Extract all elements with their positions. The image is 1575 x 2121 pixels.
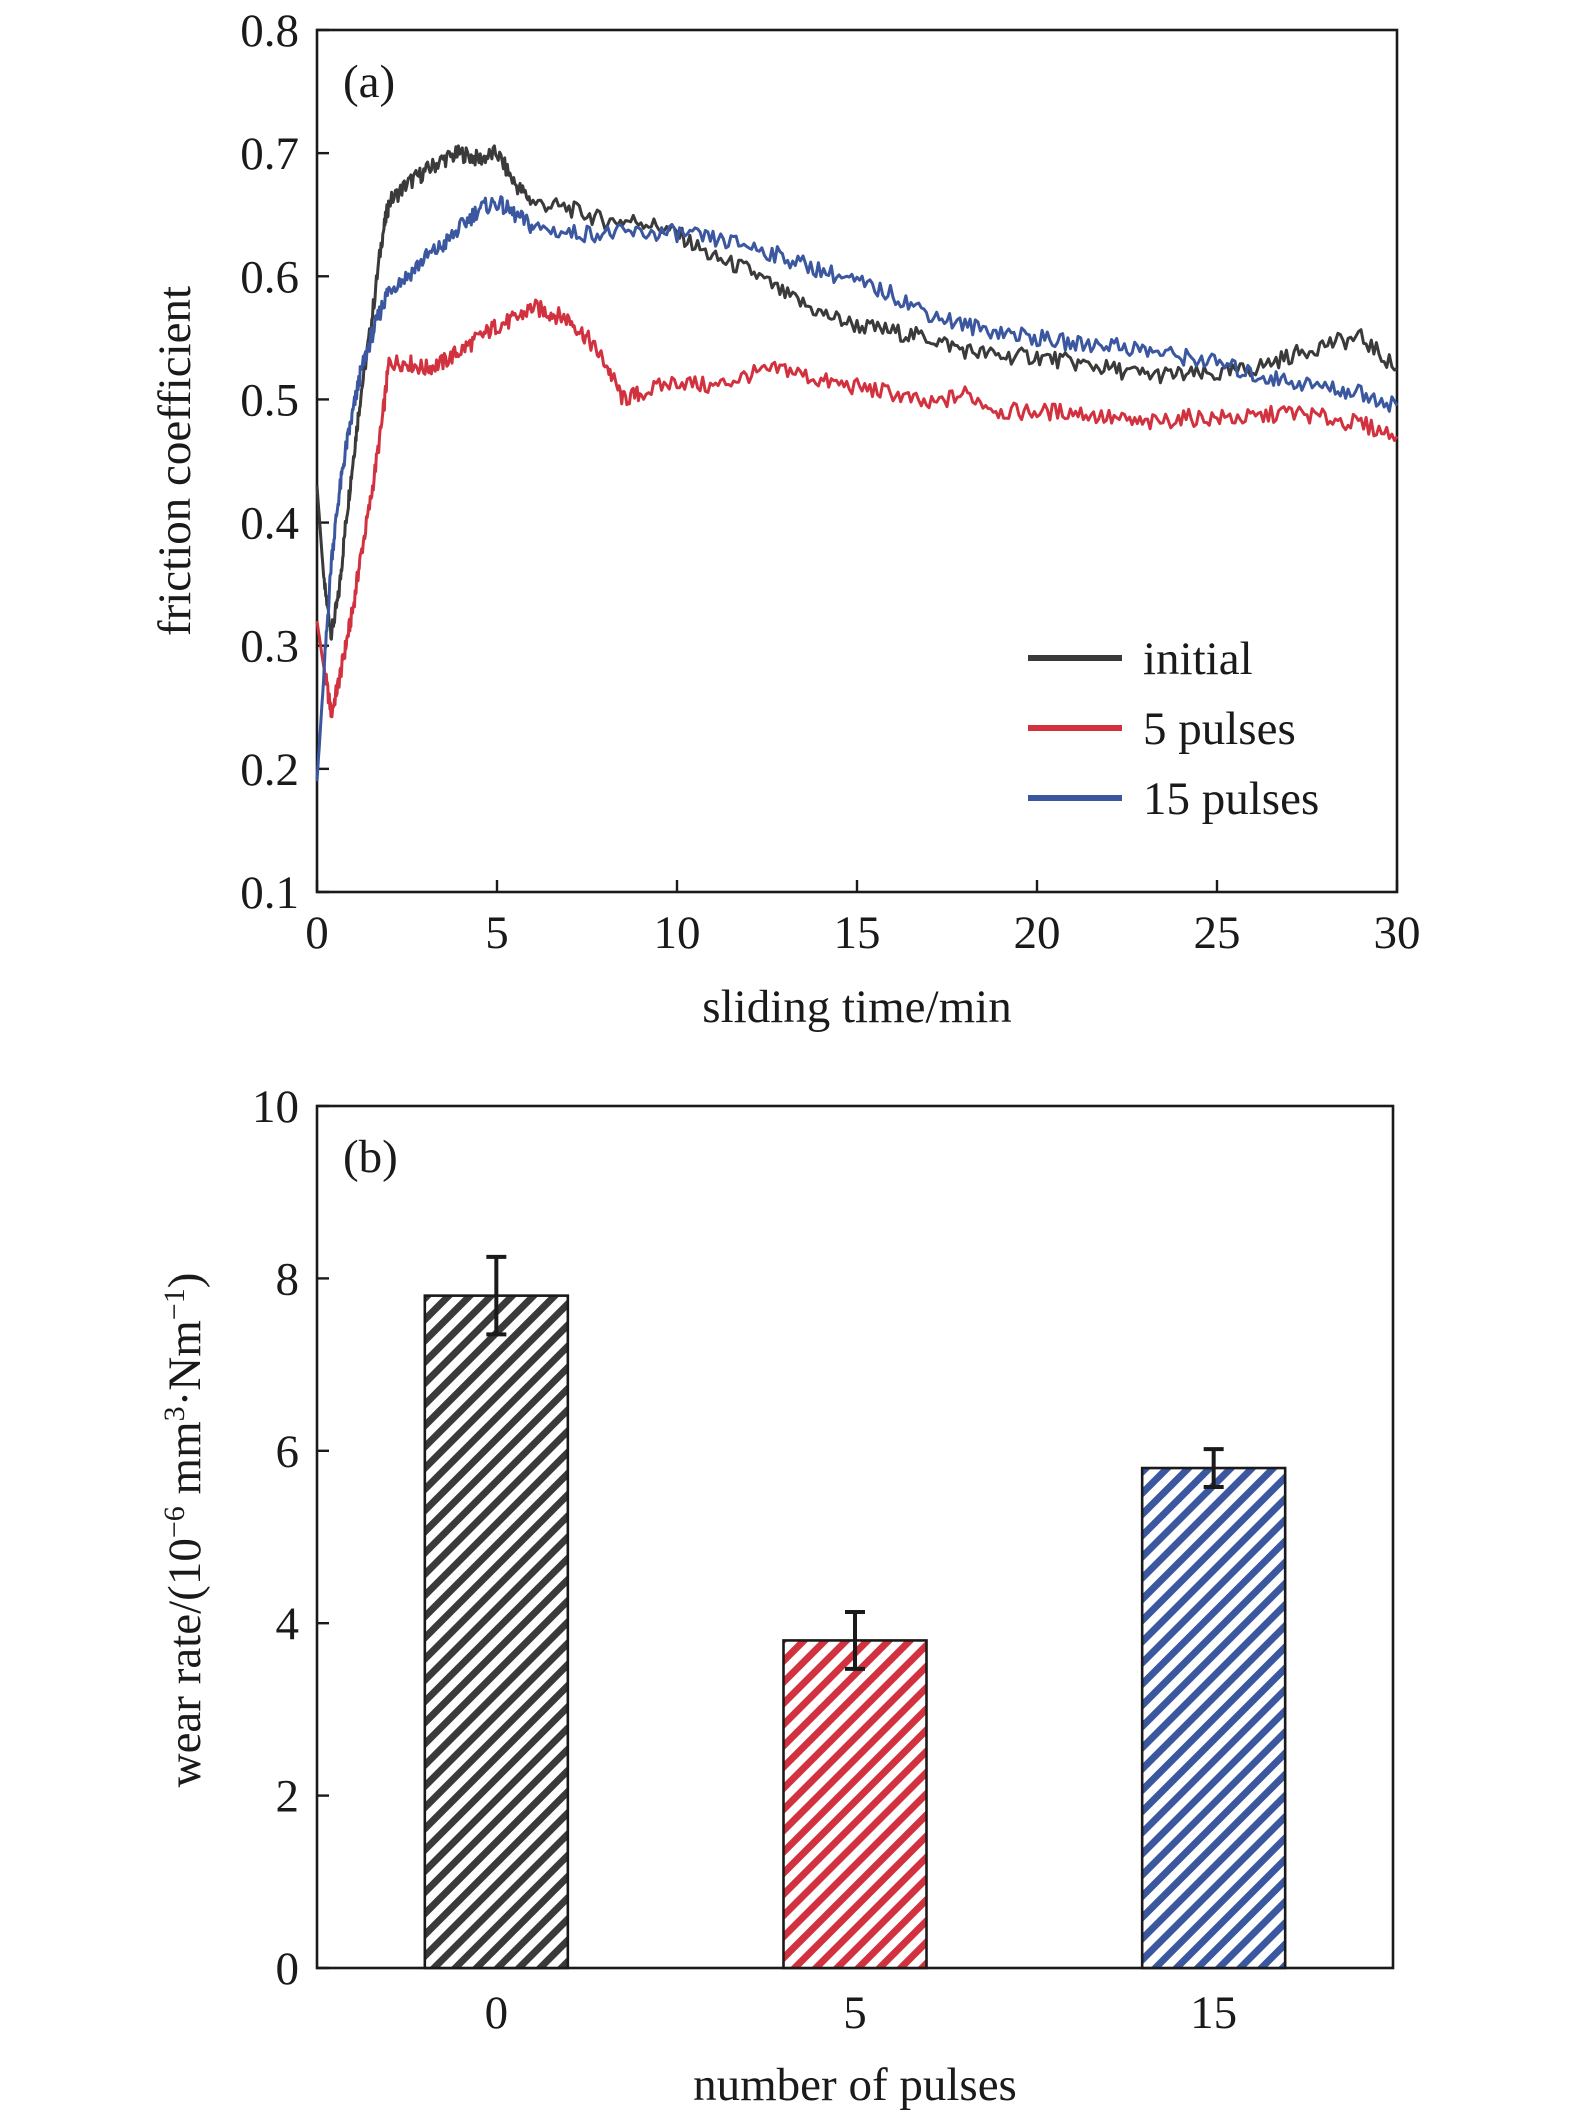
wear-x-tick-label: 0 [485, 1987, 509, 2039]
friction-y-tick-label: 0.8 [240, 5, 299, 57]
friction-axis-ticks: 0 5 10 15 20 25 30 0.1 0.2 0.3 0.4 0.5 0.6 0.7 0.8 [240, 5, 1420, 959]
series-line-5-pulses [315, 298, 1399, 719]
friction-y-tick-label: 0.7 [240, 128, 299, 180]
wear-y-tick-label: 2 [276, 1771, 300, 1823]
friction-x-tick-label: 30 [1374, 907, 1421, 959]
friction-x-tick-label: 20 [1014, 907, 1061, 959]
wear-y-tick-label: 6 [276, 1426, 300, 1478]
wear-y-title-exp1: −6 [158, 1506, 191, 1538]
wear-y-title-suffix: ) [159, 1273, 211, 1289]
wear-y-title-prefix: wear rate/(10 [159, 1538, 211, 1787]
friction-y-tick-label: 0.1 [240, 867, 299, 919]
panel-a-label: (a) [343, 56, 395, 108]
friction-x-tick-label: 0 [305, 907, 329, 959]
friction-y-axis-title: friction coefficient [149, 286, 201, 636]
friction-y-tick-label: 0.6 [240, 251, 299, 303]
friction-x-tick-label: 15 [834, 907, 881, 959]
bar-0-pulses [423, 1294, 570, 1970]
friction-chart: 0 5 10 15 20 25 30 0.1 0.2 0.3 0.4 0.5 0.6 0.7 0.8 (a)… [149, 5, 1421, 1033]
friction-legend: initial 5 pulses 15 pulses [1028, 633, 1319, 825]
friction-x-tick-label: 5 [485, 907, 509, 959]
bar-15-pulses [1140, 1466, 1287, 1970]
legend-label-initial: initial [1143, 633, 1253, 685]
series-line-15-pulses [315, 195, 1399, 782]
wear-y-tick-label: 0 [276, 1943, 300, 1995]
friction-y-tick-label: 0.2 [240, 744, 299, 796]
friction-y-tick-label: 0.5 [240, 374, 299, 426]
wear-y-title-exp3: −1 [158, 1288, 191, 1320]
wear-x-axis-title: number of pulses [693, 2059, 1017, 2111]
wear-x-tick-label: 5 [843, 1987, 867, 2039]
legend-label-5-pulses: 5 pulses [1143, 703, 1296, 755]
wear-x-tick-label: 15 [1190, 1987, 1237, 2039]
wear-bars [423, 1254, 1287, 1970]
wear-y-tick-label: 10 [252, 1081, 299, 1133]
error-bar-15-pulses [1203, 1447, 1224, 1490]
friction-x-tick-label: 10 [654, 907, 701, 959]
wear-y-tick-label: 8 [276, 1253, 300, 1305]
error-bar-0-pulses [486, 1254, 507, 1337]
friction-y-tick-label: 0.3 [240, 621, 299, 673]
wear-axis-ticks: 0 2 4 6 8 10 0 5 15 [252, 1081, 1237, 2039]
bar-5-pulses [782, 1639, 928, 1970]
wear-y-tick-label: 4 [276, 1598, 300, 1650]
wear-y-title-exp2: 3 [158, 1406, 191, 1421]
friction-series [315, 144, 1399, 782]
wear-rate-chart: 0 2 4 6 8 10 0 5 15 (b) number of pulses wear ra… [158, 1081, 1395, 2111]
series-line-initial [315, 144, 1398, 641]
error-bar-5-pulses [845, 1609, 865, 1671]
friction-y-tick-label: 0.4 [240, 498, 299, 550]
panel-b-label: (b) [343, 1131, 398, 1183]
wear-y-axis-title: wear rate/(10−6 mm3·Nm−1) [158, 1273, 211, 1788]
friction-x-tick-label: 25 [1194, 907, 1241, 959]
legend-label-15-pulses: 15 pulses [1143, 773, 1319, 825]
wear-y-title-mid: mm [159, 1421, 211, 1506]
friction-x-axis-title: sliding time/min [702, 981, 1011, 1033]
wear-y-title-mid2: ·Nm [159, 1320, 211, 1406]
